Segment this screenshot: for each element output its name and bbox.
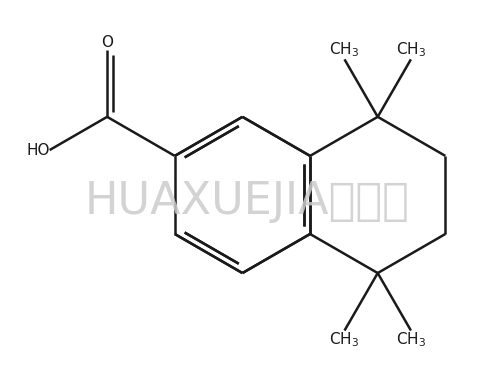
Text: CH$_3$: CH$_3$ (330, 331, 359, 349)
Text: CH$_3$: CH$_3$ (330, 41, 359, 59)
Text: HUAXUEJIA化学加: HUAXUEJIA化学加 (85, 180, 410, 223)
Text: HO: HO (26, 142, 50, 157)
Text: O: O (101, 35, 113, 50)
Text: CH$_3$: CH$_3$ (396, 41, 426, 59)
Text: CH$_3$: CH$_3$ (396, 331, 426, 349)
